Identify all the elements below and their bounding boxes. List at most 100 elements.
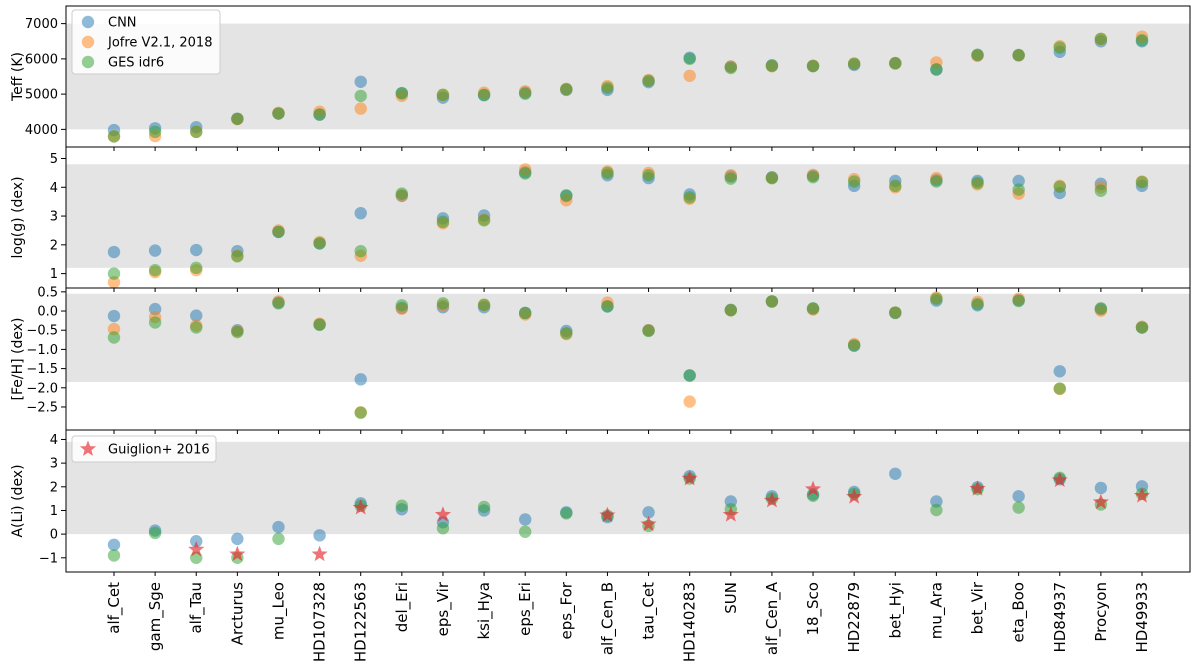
ges-point	[107, 267, 121, 280]
cnn-point	[313, 529, 326, 542]
ges-point	[354, 406, 367, 419]
legend-label-cnn: CNN	[108, 16, 137, 31]
ges-point	[724, 172, 737, 185]
xtick-label-del_Eri: del_Eri	[393, 582, 412, 632]
legend-label-ges: GES idr6	[108, 56, 164, 71]
cnn-point	[354, 75, 367, 88]
ges-point	[477, 88, 491, 102]
jofre-point	[354, 102, 367, 115]
ges-point	[1094, 32, 1108, 45]
ytick-label: 6000	[25, 52, 58, 67]
ges-point	[930, 503, 943, 517]
ges-point	[1012, 183, 1025, 196]
ges-point	[519, 167, 532, 180]
xtick-label-18_Sco: 18_Sco	[804, 582, 823, 636]
legend-box	[71, 9, 221, 75]
ges-point	[190, 321, 203, 334]
ges-point	[806, 302, 820, 315]
ges-point	[683, 191, 696, 204]
ges-point	[107, 549, 121, 562]
cnn-point	[1053, 365, 1066, 378]
ges-point	[190, 261, 203, 275]
legend-marker-ges	[81, 55, 95, 69]
ges-point	[1135, 33, 1149, 47]
ges-point	[519, 525, 532, 538]
ytick-label: −1.5	[26, 362, 58, 377]
ytick-label: −2.5	[26, 400, 58, 415]
ges-point	[930, 63, 943, 76]
ges-point	[107, 130, 121, 143]
ges-point	[436, 88, 450, 102]
ges-point	[765, 171, 779, 185]
xtick-label-eps_Vir: eps_Vir	[434, 581, 453, 636]
ges-point	[477, 298, 491, 312]
ges-point	[354, 244, 367, 258]
ges-point	[436, 522, 450, 535]
ges-point	[889, 179, 902, 193]
ges-point	[560, 189, 573, 202]
xtick-label-SUN: SUN	[722, 582, 740, 614]
guiglion-star	[763, 492, 780, 508]
legend-label-guiglion: Guiglion+ 2016	[108, 443, 210, 458]
guiglion-star	[722, 506, 739, 522]
panel-4: −1 0 1 2 3 4 A(Li) (dex)	[10, 429, 1191, 576]
ges-point	[971, 176, 984, 190]
ges-point	[395, 299, 409, 312]
y-axis-label: A(Li) (dex)	[10, 464, 26, 537]
ytick-label: 1	[50, 267, 58, 282]
ytick-label: 0	[50, 528, 58, 543]
xtick-label-HD107328: HD107328	[311, 582, 329, 662]
jofre-point	[683, 395, 696, 408]
ges-point	[1053, 180, 1066, 193]
range-band	[66, 293, 1190, 383]
ges-point	[272, 107, 285, 120]
ges-point	[930, 292, 943, 305]
ges-point	[1094, 302, 1108, 315]
ytick-label: 2	[50, 238, 58, 253]
xtick-label-alf_Tau: alf_Tau	[187, 582, 206, 634]
guiglion-star	[846, 488, 863, 504]
ytick-label: 2	[50, 480, 58, 495]
xtick-label-tau_Cet: tau_Cet	[640, 582, 659, 640]
ges-point	[889, 57, 902, 70]
ges-point	[354, 89, 367, 103]
cnn-point	[354, 373, 367, 386]
xtick-label-bet_Hyi: bet_Hyi	[886, 582, 905, 638]
ytick-label: 3	[50, 210, 58, 225]
xtick-label-ksi_Hya: ksi_Hya	[475, 582, 494, 640]
y-axis-label: [Fe/H] (dex)	[10, 318, 26, 401]
ytick-label: 3	[50, 457, 58, 472]
ges-point	[1053, 382, 1066, 395]
ges-point	[272, 297, 285, 310]
cnn-point	[148, 244, 162, 257]
y-axis-label: log(g) (dex)	[10, 176, 26, 258]
ges-point	[148, 526, 162, 540]
xtick-label-HD22879: HD22879	[845, 582, 863, 653]
guiglion-star	[804, 480, 822, 497]
ges-point	[148, 263, 162, 277]
ges-point	[560, 327, 573, 340]
ges-point	[847, 175, 861, 188]
xtick-label-mu_Ara: mu_Ara	[927, 582, 946, 639]
ges-point	[519, 87, 532, 100]
legend-marker-cnn	[81, 15, 95, 29]
range-band	[66, 164, 1190, 268]
cnn-point	[930, 495, 943, 508]
cnn-point	[190, 309, 203, 322]
xtick-label-alf_Cet: alf_Cet	[105, 582, 124, 634]
ges-point	[477, 214, 491, 227]
ges-point	[477, 500, 491, 514]
ges-point	[395, 86, 409, 100]
guiglion-star	[1051, 471, 1068, 488]
cnn-point	[231, 532, 244, 546]
xtick-label-mu_Leo: mu_Leo	[269, 582, 288, 640]
ges-point	[765, 59, 779, 73]
xtick-label-eps_For: eps_For	[557, 581, 576, 639]
ges-point	[847, 57, 861, 71]
legend-top: CNN Jofre V2.1, 2018 GES idr6	[71, 9, 221, 75]
range-band	[66, 23, 1190, 130]
ges-point	[724, 304, 737, 317]
range-band	[66, 441, 1190, 535]
ges-point	[272, 532, 285, 546]
